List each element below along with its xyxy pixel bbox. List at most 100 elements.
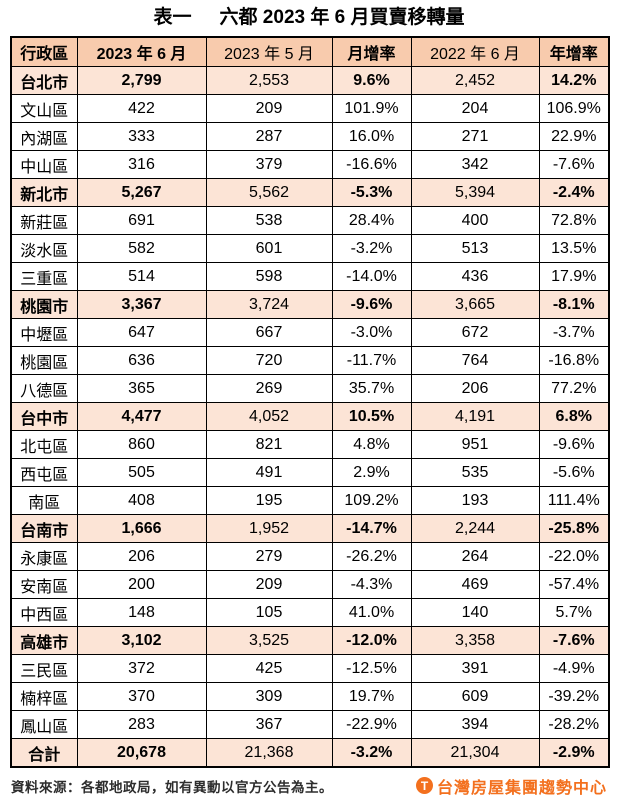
- value-cell: 394: [410, 710, 540, 740]
- brand-logo: T 台灣房屋集團趨勢中心: [415, 774, 607, 798]
- value-cell: -5.3%: [331, 178, 412, 208]
- district-cell: 南區: [10, 486, 78, 516]
- value-cell: -4.9%: [538, 654, 610, 684]
- value-cell: 6.8%: [538, 402, 610, 432]
- table-row: 鳳山區 283 367 -22.9% 394 -28.2%: [10, 710, 610, 740]
- value-cell: 106.9%: [538, 94, 610, 124]
- value-cell: 209: [205, 94, 333, 124]
- value-cell: 16.0%: [331, 122, 412, 152]
- value-cell: -3.0%: [331, 318, 412, 348]
- table-row: 新北市 5,267 5,562 -5.3% 5,394 -2.4%: [10, 178, 610, 208]
- value-cell: 21,304: [410, 738, 540, 768]
- brand-name: 台灣房屋集團趨勢中心: [436, 779, 607, 797]
- value-cell: 4,477: [76, 402, 207, 432]
- value-cell: 41.0%: [331, 598, 412, 628]
- table-title-text: 六都 2023 年 6 月買賣移轉量: [219, 7, 465, 28]
- column-header-4: 2022 年 6 月: [410, 36, 540, 68]
- value-cell: 372: [76, 654, 207, 684]
- value-cell: -12.5%: [331, 654, 412, 684]
- value-cell: 264: [410, 542, 540, 572]
- value-cell: 109.2%: [331, 486, 412, 516]
- value-cell: -3.2%: [331, 234, 412, 264]
- table-row: 八德區 365 269 35.7% 206 77.2%: [10, 374, 610, 404]
- value-cell: -3.2%: [331, 738, 412, 768]
- value-cell: 601: [205, 234, 333, 264]
- value-cell: 514: [76, 262, 207, 292]
- value-cell: 287: [205, 122, 333, 152]
- district-cell: 淡水區: [10, 234, 78, 264]
- table-row: 桃園區 636 720 -11.7% 764 -16.8%: [10, 346, 610, 376]
- value-cell: 77.2%: [538, 374, 610, 404]
- value-cell: -12.0%: [331, 626, 412, 656]
- table-row: 淡水區 582 601 -3.2% 513 13.5%: [10, 234, 610, 264]
- district-cell: 鳳山區: [10, 710, 78, 740]
- district-cell: 文山區: [10, 94, 78, 124]
- value-cell: 860: [76, 430, 207, 460]
- table-row: 台南市 1,666 1,952 -14.7% 2,244 -25.8%: [10, 514, 610, 544]
- column-header-5: 年增率: [538, 36, 610, 68]
- value-cell: -11.7%: [331, 346, 412, 376]
- value-cell: 1,666: [76, 514, 207, 544]
- table-row: 楠梓區 370 309 19.7% 609 -39.2%: [10, 682, 610, 712]
- table-row: 台中市 4,477 4,052 10.5% 4,191 6.8%: [10, 402, 610, 432]
- value-cell: 4,191: [410, 402, 540, 432]
- table-row: 西屯區 505 491 2.9% 535 -5.6%: [10, 458, 610, 488]
- table-row: 新莊區 691 538 28.4% 400 72.8%: [10, 206, 610, 236]
- value-cell: -9.6%: [538, 430, 610, 460]
- value-cell: 269: [205, 374, 333, 404]
- value-cell: 513: [410, 234, 540, 264]
- district-cell: 新北市: [10, 178, 78, 208]
- value-cell: 408: [76, 486, 207, 516]
- value-cell: -26.2%: [331, 542, 412, 572]
- table-header: 行政區 2023 年 6 月 2023 年 5 月月增率 2022 年 6 月年增率: [10, 36, 610, 68]
- value-cell: -14.7%: [331, 514, 412, 544]
- district-cell: 高雄市: [10, 626, 78, 656]
- value-cell: 2,553: [205, 66, 333, 96]
- district-cell: 八德區: [10, 374, 78, 404]
- column-header-1: 2023 年 6 月: [76, 36, 207, 68]
- value-cell: -22.0%: [538, 542, 610, 572]
- page-title: 表一 六都 2023 年 6 月買賣移轉量: [10, 7, 608, 29]
- district-cell: 合計: [10, 738, 78, 768]
- value-cell: 821: [205, 430, 333, 460]
- value-cell: -16.6%: [331, 150, 412, 180]
- value-cell: 5.7%: [538, 598, 610, 628]
- value-cell: 309: [205, 682, 333, 712]
- value-cell: 582: [76, 234, 207, 264]
- district-cell: 西屯區: [10, 458, 78, 488]
- table-row: 南區 408 195 109.2% 193 111.4%: [10, 486, 610, 516]
- value-cell: 10.5%: [331, 402, 412, 432]
- value-cell: 101.9%: [331, 94, 412, 124]
- value-cell: 316: [76, 150, 207, 180]
- value-cell: 20,678: [76, 738, 207, 768]
- district-cell: 桃園市: [10, 290, 78, 320]
- table-row: 中山區 316 379 -16.6% 342 -7.6%: [10, 150, 610, 180]
- value-cell: 21,368: [205, 738, 333, 768]
- column-header-3: 月增率: [331, 36, 412, 68]
- district-cell: 台南市: [10, 514, 78, 544]
- value-cell: 425: [205, 654, 333, 684]
- value-cell: 271: [410, 122, 540, 152]
- value-cell: 469: [410, 570, 540, 600]
- value-cell: -22.9%: [331, 710, 412, 740]
- table-row: 三重區 514 598 -14.0% 436 17.9%: [10, 262, 610, 292]
- district-cell: 北屯區: [10, 430, 78, 460]
- value-cell: 13.5%: [538, 234, 610, 264]
- value-cell: 148: [76, 598, 207, 628]
- district-cell: 中西區: [10, 598, 78, 628]
- value-cell: 370: [76, 682, 207, 712]
- value-cell: 342: [410, 150, 540, 180]
- footer: 資料來源：各都地政局，如有異動以官方公告為主。 T 台灣房屋集團趨勢中心: [10, 774, 608, 798]
- source-note: 資料來源：各都地政局，如有異動以官方公告為主。: [11, 779, 333, 795]
- value-cell: 105: [205, 598, 333, 628]
- value-cell: 3,525: [205, 626, 333, 656]
- value-cell: 140: [410, 598, 540, 628]
- district-cell: 桃園區: [10, 346, 78, 376]
- table-row: 桃園市 3,367 3,724 -9.6% 3,665 -8.1%: [10, 290, 610, 320]
- value-cell: 379: [205, 150, 333, 180]
- value-cell: 72.8%: [538, 206, 610, 236]
- value-cell: 3,665: [410, 290, 540, 320]
- table-row: 合計 20,678 21,368 -3.2% 21,304 -2.9%: [10, 738, 610, 768]
- district-cell: 台中市: [10, 402, 78, 432]
- value-cell: 2,244: [410, 514, 540, 544]
